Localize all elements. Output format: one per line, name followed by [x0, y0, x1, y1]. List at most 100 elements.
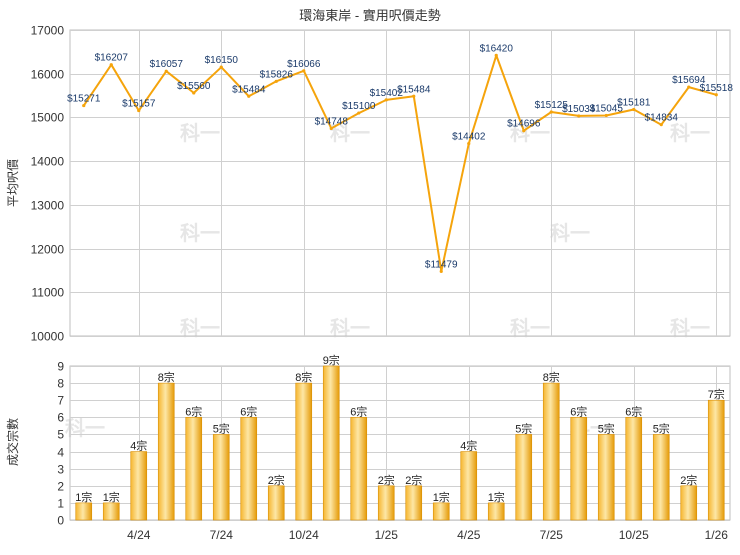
bar-chart-y-tick-label: 4: [57, 446, 64, 460]
bar: [185, 417, 203, 521]
bar: [542, 382, 560, 521]
line-chart-y-tick-label: 12000: [31, 243, 65, 257]
bar-data-label: 5宗: [653, 421, 670, 435]
watermark-text: 科一: [65, 416, 105, 440]
line-chart-y-tick-label: 13000: [31, 199, 65, 213]
bar-data-label: 8宗: [295, 370, 312, 384]
bar-data-label: 4宗: [460, 439, 477, 453]
line-point: [439, 269, 443, 273]
line-data-label: $15826: [260, 69, 294, 80]
line-point: [412, 94, 416, 98]
line-point: [604, 113, 608, 118]
bar: [295, 382, 313, 521]
bar-data-label: 4宗: [130, 439, 147, 453]
bar: [597, 434, 615, 521]
line-chart-grid: [69, 29, 731, 337]
watermark-text: 科一: [180, 121, 220, 145]
bar-chart-y-label: 成交宗數: [5, 418, 20, 466]
bar-data-label: 2宗: [405, 473, 422, 487]
line-data-label: $16150: [205, 55, 239, 66]
chart-title: 環海東岸 - 實用呎價走勢: [299, 8, 441, 23]
bar: [432, 502, 450, 521]
bar-data-label: 1宗: [488, 490, 505, 504]
line-point: [137, 108, 141, 113]
line-chart-y-tick-label: 10000: [31, 330, 65, 344]
line-data-label: $14748: [315, 116, 349, 127]
line-data-label: $15518: [700, 83, 734, 94]
bar: [405, 485, 423, 521]
bar-data-label: 6宗: [240, 404, 257, 418]
line-data-label: $15484: [232, 84, 266, 95]
line-data-label: $15100: [342, 101, 376, 112]
bar: [625, 417, 643, 521]
line-data-label: $15560: [177, 81, 211, 92]
watermark-text: 科一: [180, 221, 220, 245]
line-data-label: $15484: [397, 84, 431, 95]
x-tick-label: 4/24: [127, 528, 151, 542]
bar-data-label: 1宗: [103, 490, 120, 504]
x-tick-label: 1/25: [375, 528, 399, 542]
bar-data-label: 6宗: [185, 404, 202, 418]
line-data-label: $11479: [425, 259, 458, 270]
bar: [350, 417, 368, 521]
bar-data-label: 5宗: [598, 421, 615, 435]
bar-data-label: 7宗: [708, 387, 725, 401]
line-chart-y-tick-label: 17000: [31, 24, 65, 38]
line-data-label: $16420: [480, 43, 514, 54]
bar-data-labels: 1宗 1宗 4宗 8宗 6宗 5宗 6宗 2宗 8宗 9宗 6宗 2宗 2宗 1宗 4宗 1宗 5宗 8宗 6宗 5宗…: [75, 353, 725, 504]
line-data-labels: $15271 $16207 $15157 $16057 $15560 $16150 $154…: [67, 43, 733, 270]
bar-chart-y-tick-label: 1: [57, 497, 64, 511]
bar-data-label: 6宗: [625, 404, 642, 418]
watermark-text: 科一: [510, 121, 550, 145]
bar-data-label: 9宗: [323, 353, 340, 367]
line-point: [357, 111, 361, 115]
line-point: [329, 126, 333, 131]
line-data-label: $15125: [535, 100, 569, 111]
line-point: [192, 91, 196, 95]
line-data-label: $15402: [370, 88, 404, 99]
bar: [322, 365, 340, 521]
x-tick-label: 1/26: [705, 528, 729, 542]
line-data-label: $15694: [672, 75, 706, 86]
bar-data-label: 8宗: [543, 370, 560, 384]
bar-data-label: 2宗: [680, 473, 697, 487]
line-point: [302, 69, 306, 73]
bar-data-label: 2宗: [268, 473, 285, 487]
bar: [680, 485, 698, 521]
bar-chart-y-tick-label: 9: [57, 360, 64, 374]
line-point: [549, 110, 553, 114]
line-point: [109, 63, 113, 67]
bar: [707, 399, 725, 521]
line-series-path: [82, 54, 717, 273]
x-tick-label: 4/25: [457, 528, 481, 542]
bar-chart-y-tick-label: 8: [57, 377, 64, 391]
line-data-label: $15045: [590, 103, 624, 114]
line-data-label: $16057: [150, 59, 184, 70]
bar-data-label: 1宗: [433, 490, 450, 504]
line-point: [164, 69, 168, 73]
bar: [570, 417, 588, 521]
bar-chart-grid: [69, 365, 731, 521]
line-chart-y-tick-label: 15000: [31, 111, 65, 125]
line-point: [82, 103, 86, 108]
bar: [652, 434, 670, 521]
bar-chart-y-tick-label: 5: [57, 428, 64, 442]
bar-data-label: 6宗: [570, 404, 587, 418]
line-point: [659, 123, 663, 127]
bar-chart-y-tick-label: 3: [57, 463, 64, 477]
line-data-label: $14696: [507, 119, 541, 130]
bar-series: [75, 365, 725, 521]
x-axis-ticks: 4/24 7/24 10/24 1/25 4/25 7/25 10/25 1/26: [127, 528, 728, 542]
line-point: [274, 79, 278, 83]
line-data-label: $15271: [67, 94, 101, 105]
bar: [515, 434, 533, 521]
bar: [377, 485, 395, 521]
bar: [130, 451, 148, 521]
line-data-label: $14834: [645, 113, 679, 124]
bar: [157, 382, 175, 521]
bar-chart-y-axis: 0 1 2 3 4 5 6 7 8 9: [57, 360, 64, 528]
line-chart-y-label: 平均呎價: [6, 159, 20, 207]
line-point: [384, 98, 388, 102]
